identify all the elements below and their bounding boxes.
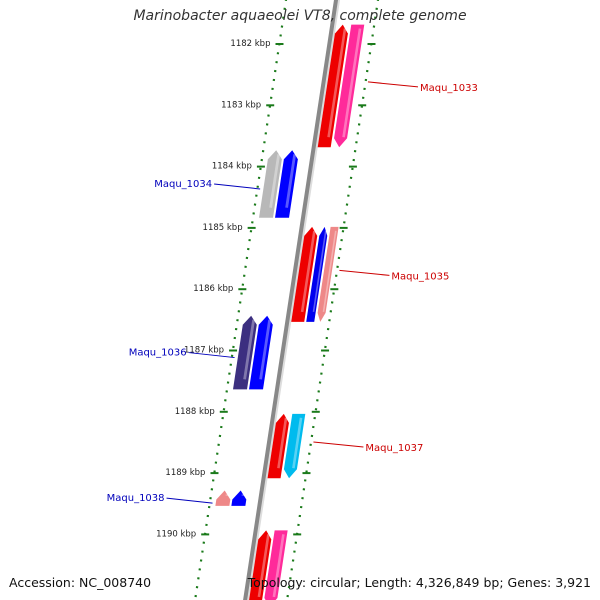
kbp-label: 1184 kbp xyxy=(212,162,252,172)
gene-label: Maqu_1037 xyxy=(365,443,423,454)
gene-arrow-shine xyxy=(285,154,297,208)
gene-arrow-shine xyxy=(272,534,285,598)
gene-arrow-shine xyxy=(259,319,272,380)
gene-arrow-shine xyxy=(322,230,337,313)
forward-strand-guide xyxy=(285,0,380,600)
genome-summary-text: Topology: circular; Length: 4,326,849 bp… xyxy=(247,575,591,590)
kbp-label: 1185 kbp xyxy=(203,223,243,233)
gene-arrow-shine xyxy=(243,319,256,380)
gene-label-leader xyxy=(188,352,235,359)
accession-text: Accession: NC_008740 xyxy=(9,575,152,590)
kbp-label: 1189 kbp xyxy=(165,468,205,478)
kbp-label: 1186 kbp xyxy=(193,284,233,294)
gene-arrow xyxy=(215,490,231,506)
map-title: Marinobacter aquaeolei VT8, complete gen… xyxy=(133,8,467,24)
kbp-label: 1183 kbp xyxy=(221,100,261,110)
gene-arrow-shine xyxy=(312,230,327,313)
gene-label: Maqu_1038 xyxy=(107,493,165,504)
gene-label-leader xyxy=(166,497,213,504)
gene-arrow xyxy=(267,413,289,479)
gene-label: Maqu_1034 xyxy=(154,179,212,190)
gene-arrow-shine xyxy=(257,534,270,598)
gene-arrow xyxy=(249,530,272,600)
gene-arrow xyxy=(317,24,348,148)
dotted-guides xyxy=(193,0,380,600)
reverse-strand-guide xyxy=(193,0,288,600)
gene-arrow xyxy=(264,530,288,600)
gene-arrow xyxy=(306,226,328,322)
gene-arrow-shine xyxy=(327,28,347,138)
kbp-label: 1190 kbp xyxy=(156,529,196,539)
gene-arrow xyxy=(259,150,282,218)
gene-label-leader xyxy=(339,269,390,276)
gene-label-leader xyxy=(313,441,364,448)
gene-arrow xyxy=(334,24,365,148)
gene-arrow xyxy=(233,315,257,390)
gene-arrow-shine xyxy=(269,154,281,208)
gene-arrow-shine xyxy=(277,417,288,469)
gene-label: Maqu_1033 xyxy=(420,83,478,94)
kbp-label: 1182 kbp xyxy=(230,39,270,49)
gene-label-leader xyxy=(214,183,261,190)
gene-arrow xyxy=(317,226,339,322)
gene-arrow-shine xyxy=(292,417,303,469)
kbp-label: 1188 kbp xyxy=(175,407,215,417)
genes xyxy=(215,24,365,600)
gene-arrow xyxy=(275,150,298,218)
gene-arrow xyxy=(231,490,247,506)
kbp-label: 1187 kbp xyxy=(184,346,224,356)
backbone-line xyxy=(243,0,339,600)
gene-label-leader xyxy=(367,81,419,88)
gene-arrow xyxy=(291,226,318,322)
backbone-group xyxy=(243,0,341,600)
gene-label: Maqu_1036 xyxy=(129,348,187,359)
gene-label: Maqu_1035 xyxy=(391,271,449,282)
gene-arrow-shine xyxy=(300,230,316,313)
gene-labels: Maqu_1033 Maqu_1034 Maqu_1035 Maqu_1036 Maqu… xyxy=(107,81,478,504)
gene-arrow xyxy=(249,315,273,390)
gene-arrow-shine xyxy=(342,28,362,138)
kbp-ticks: 1182 kbp 1183 kbp 1184 kbp 1185 kbp 1186 kbp… xyxy=(156,39,376,539)
gene-arrow xyxy=(283,413,306,479)
